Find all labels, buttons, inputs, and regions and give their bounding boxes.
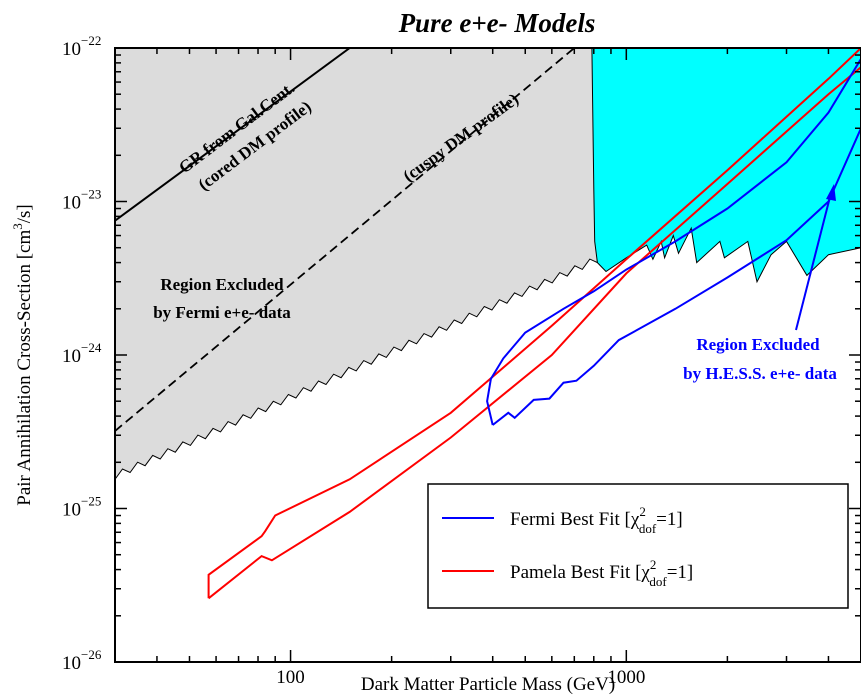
legend-label-pamela: Pamela Best Fit [χ2 dof=1] (510, 557, 693, 589)
tick-labels: 100 1000 10−26 10−25 10−24 10−23 10−22 (62, 33, 645, 688)
fermi-best-fit-contour (486, 56, 861, 426)
hess-arrow-head (826, 184, 836, 201)
plot-frame (114, 47, 861, 663)
x-tick-label: 1000 (607, 667, 645, 688)
legend: Fermi Best Fit [χ2 dof=1] Pamela Best Fit… (427, 483, 849, 609)
hess-arrow-shaft (795, 192, 832, 331)
fermi-region-label-2: by Fermi e+e- data (153, 303, 291, 322)
x-axis-label: Dark Matter Particle Mass (GeV) (361, 674, 615, 695)
y-tick-label: 10−24 (62, 340, 102, 367)
y-axis-label: Pair Annihilation Cross-Section [cm3/s] (10, 204, 35, 506)
fermi-excluded-region (115, 48, 598, 481)
y-tick-label: 10−26 (62, 647, 102, 674)
y-tick-label: 10−25 (62, 494, 101, 521)
x-tick-label: 100 (276, 667, 305, 688)
y-tick-label: 10−23 (62, 187, 101, 214)
hess-region-label-2: by H.E.S.S. e+e- data (683, 364, 837, 383)
pamela-best-fit-contour (207, 48, 861, 600)
y-tick-label: 10−22 (62, 33, 101, 60)
cored-profile-line (115, 48, 351, 222)
chart-title: Pure e+e- Models (398, 8, 596, 38)
cuspy-profile-line (115, 48, 575, 432)
fermi-region-label-1: Region Excluded (160, 275, 284, 294)
legend-label-fermi: Fermi Best Fit [χ2 dof=1] (510, 504, 683, 536)
legend-box (427, 483, 849, 609)
hess-region-label-1: Region Excluded (696, 335, 820, 354)
hess-excluded-region (591, 48, 861, 284)
